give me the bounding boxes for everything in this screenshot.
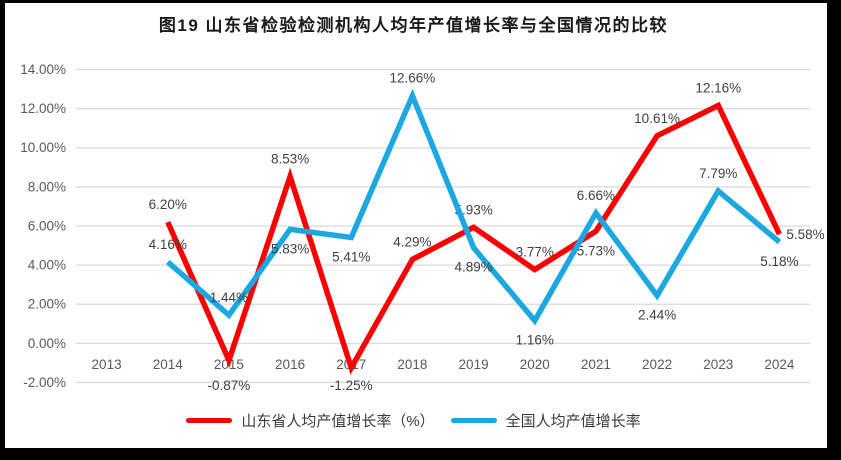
y-tick-label: 0.00%: [28, 336, 66, 351]
y-tick-label: -2.00%: [23, 375, 66, 390]
x-tick-label: 2018: [397, 357, 427, 372]
data-label: 12.16%: [695, 80, 741, 95]
legend-item-1: 全国人均产值增长率: [450, 410, 641, 431]
legend-line-swatch: [450, 417, 497, 423]
data-label: -1.25%: [330, 378, 373, 393]
legend-line-swatch: [186, 417, 233, 423]
data-label: -0.87%: [208, 378, 251, 393]
data-label: 5.83%: [271, 241, 309, 256]
x-tick-label: 2013: [92, 357, 122, 372]
data-label: 5.41%: [332, 250, 370, 265]
data-label: 5.73%: [577, 243, 615, 258]
x-tick-label: 2020: [520, 357, 550, 372]
data-label: 4.29%: [393, 234, 431, 249]
legend-label: 山东省人均产值增长率（%）: [241, 412, 435, 430]
data-label: 3.77%: [516, 245, 554, 260]
chart-legend: 山东省人均产值增长率（%） 全国人均产值增长率: [0, 407, 827, 433]
x-tick-label: 2016: [275, 357, 305, 372]
y-tick-label: 14.00%: [20, 62, 66, 77]
data-label: 2.44%: [638, 308, 676, 323]
data-label: 5.58%: [786, 227, 824, 242]
y-tick-label: 8.00%: [28, 179, 66, 194]
data-label: 5.18%: [760, 254, 798, 269]
legend-label: 全国人均产值增长率: [505, 412, 641, 430]
series-line-1: [165, 88, 782, 326]
y-tick-label: 12.00%: [20, 101, 66, 116]
x-tick-label: 2023: [703, 357, 733, 372]
data-label: 4.16%: [149, 237, 187, 252]
x-tick-label: 2022: [642, 357, 672, 372]
data-label: 5.93%: [454, 202, 492, 217]
y-tick-label: 4.00%: [28, 258, 66, 273]
y-tick-label: 2.00%: [28, 297, 66, 312]
legend-item-0: 山东省人均产值增长率（%）: [186, 410, 435, 431]
data-label: 6.66%: [577, 188, 615, 203]
data-label: 4.89%: [454, 260, 492, 275]
series-line-0: [165, 101, 782, 375]
x-tick-label: 2019: [459, 357, 489, 372]
data-label: 1.44%: [210, 290, 248, 305]
data-label: 10.61%: [634, 111, 680, 126]
data-label: 7.79%: [699, 166, 737, 181]
data-label: 8.53%: [271, 151, 309, 166]
x-tick-label: 2021: [581, 357, 611, 372]
data-label: 6.20%: [149, 197, 187, 212]
y-tick-label: 6.00%: [28, 218, 66, 233]
data-label: 1.16%: [516, 333, 554, 348]
chart-title: 图19 山东省检验检测机构人均年产值增长率与全国情况的比较: [158, 16, 669, 35]
x-tick-label: 2024: [764, 357, 795, 372]
x-tick-label: 2014: [153, 357, 184, 372]
data-label: 12.66%: [390, 71, 436, 86]
y-tick-label: 10.00%: [20, 140, 66, 155]
